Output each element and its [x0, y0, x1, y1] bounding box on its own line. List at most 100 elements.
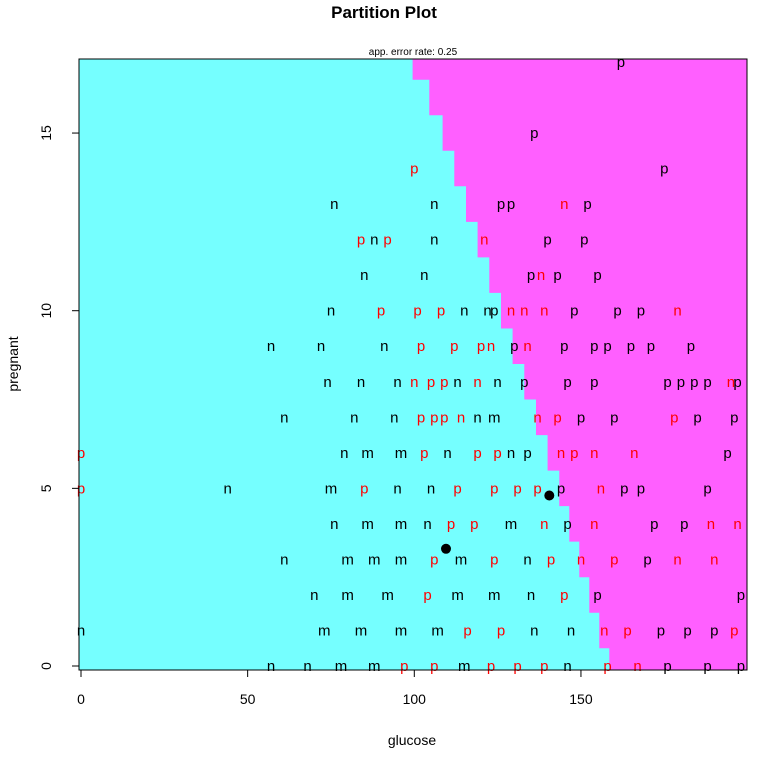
- point-label: p: [533, 480, 541, 497]
- point-label: p: [560, 338, 568, 355]
- point-label: p: [513, 658, 521, 675]
- point-label: n: [527, 587, 535, 604]
- point-label: m: [368, 551, 381, 568]
- point-label: p: [710, 623, 718, 640]
- point-label: n: [430, 232, 438, 249]
- point-label: p: [677, 374, 685, 391]
- point-label: m: [381, 587, 394, 604]
- point-label: p: [547, 551, 555, 568]
- point-label: p: [580, 232, 588, 249]
- point-label: p: [590, 374, 598, 391]
- point-label: m: [335, 658, 348, 675]
- point-label: p: [420, 445, 428, 462]
- point-label: p: [487, 658, 495, 675]
- point-label: p: [687, 338, 695, 355]
- point-label: p: [723, 445, 731, 462]
- y-tick-label: 0: [38, 662, 54, 670]
- point-label: p: [497, 623, 505, 640]
- point-label: n: [453, 374, 461, 391]
- point-label: n: [410, 374, 418, 391]
- point-label: n: [523, 338, 531, 355]
- point-label: p: [383, 232, 391, 249]
- point-label: n: [280, 551, 288, 568]
- y-tick-label: 5: [38, 484, 54, 492]
- point-label: p: [440, 409, 448, 426]
- point-label: n: [303, 658, 311, 675]
- point-label: p: [617, 54, 625, 71]
- point-label: p: [703, 658, 711, 675]
- chart-title: Partition Plot: [331, 3, 437, 22]
- class-center-marker: [441, 543, 451, 554]
- point-label: n: [507, 303, 515, 320]
- point-label: p: [513, 480, 521, 497]
- x-axis-label: glucose: [388, 732, 436, 748]
- x-tick-label: 50: [240, 691, 256, 707]
- point-label: p: [543, 232, 551, 249]
- point-label: p: [437, 303, 445, 320]
- point-label: p: [520, 374, 528, 391]
- point-label: p: [637, 303, 645, 320]
- point-label: n: [530, 623, 538, 640]
- point-label: m: [431, 623, 444, 640]
- point-label: p: [490, 480, 498, 497]
- point-label: n: [224, 480, 232, 497]
- point-label: p: [523, 445, 531, 462]
- point-label: m: [395, 551, 408, 568]
- point-label: n: [673, 551, 681, 568]
- point-label: n: [267, 658, 275, 675]
- point-label: n: [600, 623, 608, 640]
- point-label: p: [427, 374, 435, 391]
- point-label: p: [77, 445, 85, 462]
- point-label: p: [417, 338, 425, 355]
- point-label: n: [357, 374, 365, 391]
- point-label: p: [603, 658, 611, 675]
- point-label: n: [567, 623, 575, 640]
- point-label: p: [570, 303, 578, 320]
- point-label: p: [577, 409, 585, 426]
- point-label: p: [730, 409, 738, 426]
- point-label: p: [563, 516, 571, 533]
- point-label: p: [553, 409, 561, 426]
- point-label: p: [540, 658, 548, 675]
- point-label: n: [733, 516, 741, 533]
- point-label: m: [395, 445, 408, 462]
- point-label: p: [447, 516, 455, 533]
- point-label: p: [733, 374, 741, 391]
- point-label: n: [327, 303, 335, 320]
- point-label: p: [490, 551, 498, 568]
- point-label: p: [493, 445, 501, 462]
- point-label: m: [505, 516, 518, 533]
- x-tick-label: 150: [569, 691, 593, 707]
- point-label: n: [630, 445, 638, 462]
- point-label: p: [360, 480, 368, 497]
- point-label: p: [417, 409, 425, 426]
- point-label: n: [423, 516, 431, 533]
- point-label: p: [440, 374, 448, 391]
- point-label: p: [450, 338, 458, 355]
- point-label: p: [497, 196, 505, 213]
- point-label: p: [637, 480, 645, 497]
- class-centers: [441, 490, 555, 554]
- point-label: n: [487, 338, 495, 355]
- point-label: p: [470, 516, 478, 533]
- point-label: p: [377, 303, 385, 320]
- point-label: n: [710, 551, 718, 568]
- point-label: p: [620, 480, 628, 497]
- point-label: p: [690, 374, 698, 391]
- point-label: p: [510, 338, 518, 355]
- point-label: m: [318, 623, 331, 640]
- point-label: p: [670, 409, 678, 426]
- point-label: p: [610, 409, 618, 426]
- point-label: p: [627, 338, 635, 355]
- point-label: n: [393, 480, 401, 497]
- point-label: m: [361, 516, 374, 533]
- point-label: n: [380, 338, 388, 355]
- point-label: p: [610, 551, 618, 568]
- point-label: p: [603, 338, 611, 355]
- point-label: n: [727, 374, 735, 391]
- point-label: n: [330, 196, 338, 213]
- point-label: n: [597, 480, 605, 497]
- point-label: m: [341, 551, 354, 568]
- point-label: p: [663, 374, 671, 391]
- point-label: p: [430, 409, 438, 426]
